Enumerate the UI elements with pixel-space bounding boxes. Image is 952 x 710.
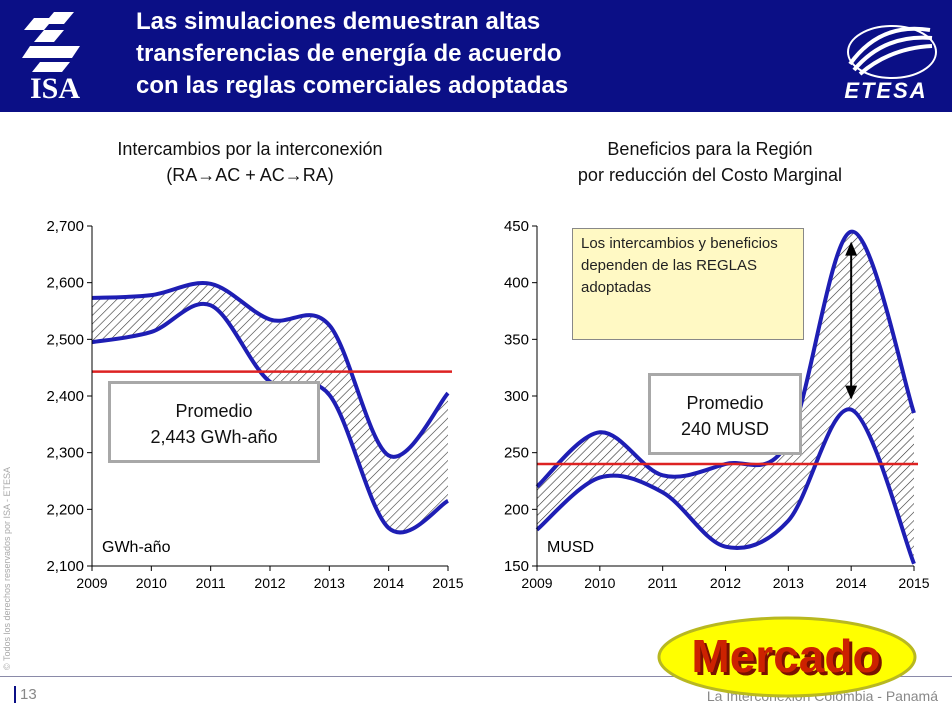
y-tick-label: 2,400: [46, 388, 84, 405]
x-tick-label: 2009: [76, 575, 107, 591]
y-tick-label: 2,300: [46, 445, 84, 462]
y-tick-label: 400: [504, 275, 529, 292]
right-chart-title-line2: por reducción del Costo Marginal: [577, 165, 843, 185]
x-tick-label: 2014: [836, 575, 867, 591]
range-arrow-head-bottom: [845, 385, 858, 400]
etesa-logo: ETESA: [844, 25, 937, 103]
y-tick-label: 350: [504, 331, 529, 348]
x-tick-label: 2013: [314, 575, 345, 591]
slide-title: Las simulaciones demuestran altas transf…: [136, 6, 716, 102]
y-tick-label: 300: [504, 388, 529, 405]
lower-series-line: [535, 407, 916, 565]
right-average-label: Promedio: [686, 393, 764, 413]
y-tick-label: 200: [504, 501, 529, 518]
left-average-value: 2,443 GWh-año: [150, 427, 278, 447]
etesa-logo-text: ETESA: [844, 78, 927, 103]
isa-logo-text: ISA: [30, 72, 80, 104]
slide-header: ISA Las simulaciones demuestran altas tr…: [0, 0, 952, 112]
right-chart-title-line1: Beneficios para la Región: [607, 139, 813, 159]
x-tick-label: 2012: [254, 575, 285, 591]
x-tick-label: 2014: [373, 575, 404, 591]
mercado-badge: Mercado Mercado: [657, 616, 917, 698]
y-tick-label: 2,600: [46, 275, 84, 292]
copyright-text: © Todos los derechos reservados por ISA …: [2, 466, 12, 670]
left-chart-title-line2: (RA→AC + AC→RA): [166, 165, 334, 185]
copyright-vertical: © Todos los derechos reservados por ISA …: [2, 350, 16, 670]
y-tick-label: 150: [504, 558, 529, 575]
left-average-label: Promedio: [175, 401, 253, 421]
x-tick-label: 2011: [648, 575, 678, 591]
x-tick-label: 2015: [432, 575, 463, 591]
right-chart-title: Beneficios para la Región por reducción …: [500, 136, 920, 188]
left-chart-title-line1: Intercambios por la interconexión: [117, 139, 383, 159]
title-line-1: Las simulaciones demuestran altas: [136, 8, 541, 35]
y-tick-label: 450: [504, 218, 529, 235]
mercado-shadow: Mercado: [694, 633, 883, 685]
left-chart-title: Intercambios por la interconexión (RA→AC…: [40, 136, 460, 188]
page-number: 13: [14, 686, 37, 703]
y-tick-label: 2,100: [46, 558, 84, 575]
range-arrow-head-top: [845, 241, 858, 256]
x-tick-label: 2010: [136, 575, 167, 591]
mercado-label: Mercado: [691, 630, 880, 682]
right-average-value: 240 MUSD: [680, 419, 770, 439]
rules-note: Los intercambios y beneficios dependen d…: [572, 228, 804, 340]
hatched-band: [537, 231, 914, 564]
x-tick-label: 2015: [898, 575, 929, 591]
x-tick-label: 2010: [584, 575, 615, 591]
right-average-callout: Promedio 240 MUSD: [648, 373, 802, 455]
x-tick-label: 2009: [521, 575, 552, 591]
hatched-band: [92, 283, 448, 533]
upper-series-line: [91, 281, 450, 459]
title-line-2: transferencias de energía de acuerdo: [136, 40, 562, 67]
left-average-callout: Promedio 2,443 GWh-año: [108, 381, 320, 463]
isa-logo: ISA: [22, 12, 80, 104]
x-tick-label: 2012: [710, 575, 741, 591]
unit-label: GWh-año: [102, 539, 171, 556]
x-tick-label: 2013: [773, 575, 804, 591]
y-tick-label: 2,500: [46, 331, 84, 348]
unit-label: MUSD: [547, 539, 594, 556]
title-line-3: con las reglas comerciales adoptadas: [136, 72, 569, 99]
y-tick-label: 250: [504, 445, 529, 462]
y-tick-label: 2,200: [46, 501, 84, 518]
x-tick-label: 2011: [196, 575, 226, 591]
y-tick-label: 2,700: [46, 218, 84, 235]
footer-divider: [0, 676, 952, 677]
